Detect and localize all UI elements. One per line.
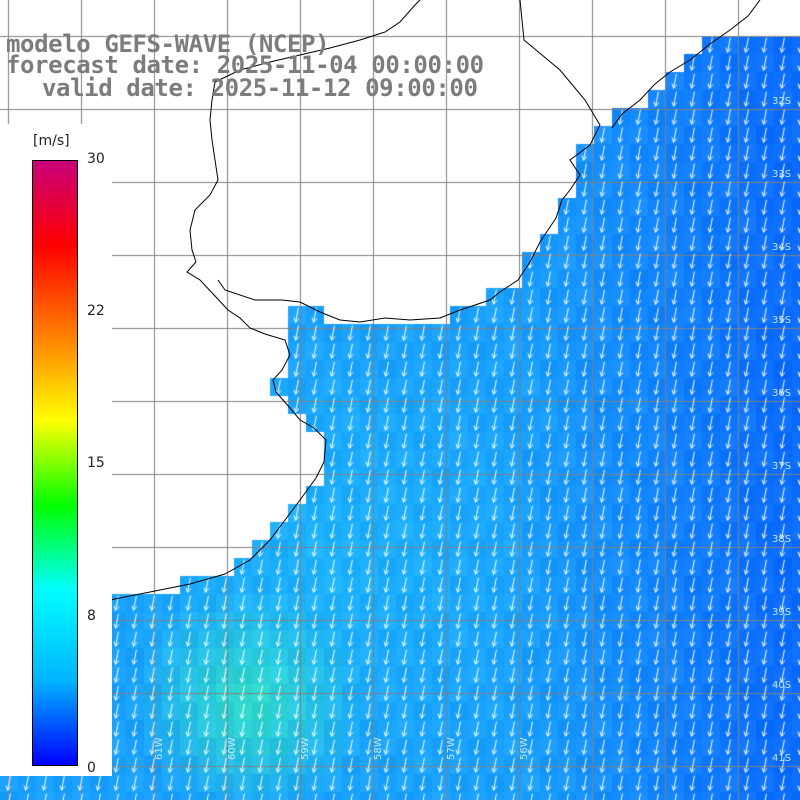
latitude-label: 40S (772, 680, 791, 691)
valid-date: valid date: 2025-11-12 09:00:00 (42, 74, 478, 102)
longitude-label: 60W (227, 737, 238, 760)
colorbar (32, 160, 78, 766)
longitude-label: 56W (519, 737, 530, 760)
model-title: modelo GEFS-WAVE (NCEP) (6, 30, 330, 58)
colorbar-tick-label: 15 (87, 455, 105, 471)
latitude-label: 34S (772, 242, 791, 253)
coastline (611, 0, 761, 129)
longitude-label: 59W (300, 737, 311, 760)
latitude-label: 35S (772, 315, 791, 326)
colorbar-tick-label: 0 (87, 760, 96, 776)
latitude-label: 37S (772, 461, 791, 472)
coastline (217, 0, 601, 323)
coastline (0, 0, 421, 615)
longitude-label: 61W (154, 737, 165, 760)
colorbar-tick-label: 30 (87, 151, 105, 167)
longitude-label: 58W (373, 737, 384, 760)
latitude-label: 39S (772, 607, 791, 618)
latitude-label: 38S (772, 534, 791, 545)
latitude-label: 32S (772, 96, 791, 107)
latitude-label: 36S (772, 388, 791, 399)
colorbar-unit-label: [m/s] (33, 133, 70, 149)
colorbar-tick-label: 22 (87, 303, 105, 319)
latitude-label: 33S (772, 169, 791, 180)
colorbar-tick-label: 8 (87, 608, 96, 624)
forecast-date: forecast date: 2025-11-04 00:00:00 (6, 51, 484, 79)
longitude-label: 57W (446, 737, 457, 760)
latitude-label: 41S (772, 753, 791, 764)
